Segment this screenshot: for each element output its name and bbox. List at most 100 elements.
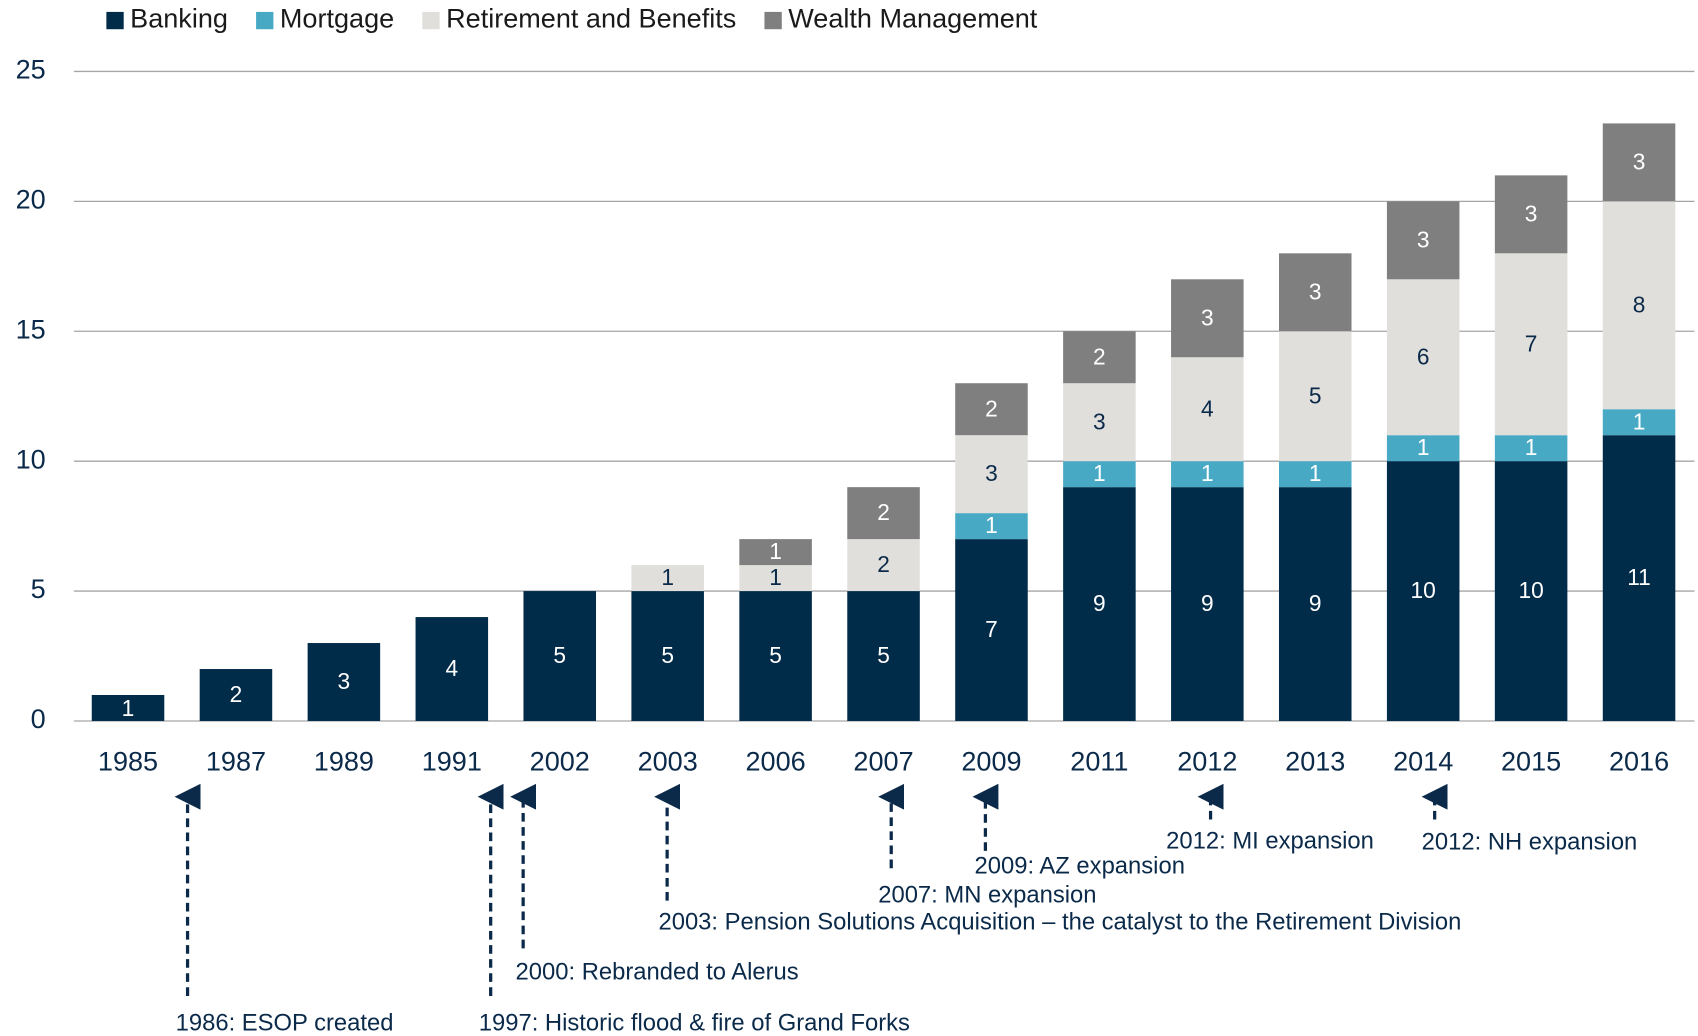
value-label: 2 — [877, 499, 890, 525]
bar-segment — [1063, 331, 1136, 384]
value-label: 9 — [1201, 590, 1214, 616]
bar-segment — [1278, 253, 1352, 332]
value-label: 3 — [1093, 408, 1106, 434]
x-tick-label: 2007 — [853, 746, 913, 776]
bar-segment — [1494, 175, 1568, 254]
value-label: 7 — [1525, 330, 1538, 356]
value-label: 2 — [985, 395, 998, 421]
value-label: 10 — [1518, 577, 1543, 603]
value-label: 2 — [877, 551, 890, 577]
bar-segment — [955, 513, 1028, 540]
value-label: 4 — [445, 655, 458, 681]
bar-segment — [1494, 435, 1568, 462]
bar-segment — [955, 383, 1028, 436]
value-label: 3 — [1201, 304, 1214, 330]
legend-swatch — [106, 11, 124, 30]
bar-segment — [1278, 461, 1352, 488]
legend-swatch — [422, 11, 440, 30]
bar-segment — [847, 487, 920, 540]
x-tick-label: 2015 — [1501, 746, 1561, 776]
x-tick-label: 2003 — [638, 746, 698, 776]
value-label: 3 — [338, 668, 351, 694]
bar-segment — [1278, 331, 1352, 462]
annotation: 2003: Pension Solutions Acquisition – th… — [658, 909, 1461, 936]
bar-segment — [1063, 487, 1136, 721]
bar-segment — [415, 617, 489, 721]
bar-segment — [1386, 461, 1460, 721]
x-tick-label: 2012 — [1177, 746, 1237, 776]
value-label: 11 — [1627, 564, 1651, 590]
bar-segment — [1171, 487, 1244, 721]
bar-segment — [1602, 123, 1676, 202]
value-label: 1 — [985, 512, 998, 538]
annotation: 1986: ESOP created — [176, 1009, 394, 1036]
bar-segment — [1386, 279, 1460, 436]
bar-segment — [1278, 487, 1352, 721]
value-label: 2 — [230, 681, 243, 707]
bar-segment — [91, 694, 165, 721]
value-label: 3 — [1633, 148, 1646, 174]
legend-label: Mortgage — [280, 4, 394, 34]
bar-segment — [1386, 201, 1460, 280]
bar-segment — [955, 539, 1028, 721]
annotation: 1997: Historic flood & fire of Grand For… — [479, 1009, 910, 1036]
y-tick-label: 20 — [16, 184, 46, 214]
value-label: 7 — [985, 616, 998, 642]
value-label: 2 — [1093, 343, 1106, 369]
bar-segment — [1602, 435, 1676, 721]
legend-label: Banking — [130, 4, 228, 34]
value-label: 3 — [1417, 226, 1430, 252]
value-label: 1 — [1309, 460, 1322, 486]
y-tick-label: 15 — [16, 314, 46, 344]
x-tick-label: 1987 — [206, 746, 266, 776]
value-label: 1 — [122, 695, 135, 721]
bar-segment — [739, 539, 812, 566]
y-tick-label: 0 — [31, 704, 46, 734]
bar-segment — [1171, 279, 1244, 358]
x-tick-label: 1989 — [314, 746, 374, 776]
value-label: 8 — [1633, 291, 1646, 317]
value-label: 5 — [877, 642, 890, 668]
x-tick-label: 2002 — [530, 746, 590, 776]
legend-label: Wealth Management — [788, 4, 1038, 34]
bar-segment — [847, 591, 920, 721]
y-tick-label: 10 — [16, 444, 46, 474]
bar-segment — [739, 591, 812, 721]
annotation: 2012: MI expansion — [1166, 828, 1374, 855]
bar-segment — [1494, 461, 1568, 721]
legend-swatch — [764, 11, 782, 30]
x-tick-label: 2009 — [961, 746, 1021, 776]
legend-swatch — [256, 11, 274, 30]
x-tick-label: 2016 — [1609, 746, 1669, 776]
value-label: 3 — [985, 460, 998, 486]
bar-segment — [1602, 201, 1676, 410]
bar-segment — [199, 669, 273, 721]
bar-segment — [523, 591, 597, 721]
bar-segment — [1602, 409, 1676, 436]
value-label: 1 — [1417, 434, 1430, 460]
bar-segment — [307, 643, 381, 721]
legend-label: Retirement and Benefits — [446, 4, 736, 34]
value-label: 5 — [553, 642, 566, 668]
bar-segment — [1171, 461, 1244, 488]
value-label: 9 — [1093, 590, 1106, 616]
x-tick-label: 2013 — [1285, 746, 1345, 776]
value-label: 5 — [1309, 382, 1322, 408]
x-tick-label: 1991 — [422, 746, 482, 776]
value-label: 1 — [769, 538, 782, 564]
value-label: 10 — [1411, 577, 1436, 603]
value-label: 5 — [661, 642, 674, 668]
annotation: 2009: AZ expansion — [975, 852, 1185, 879]
x-tick-label: 2006 — [746, 746, 806, 776]
bar-segment — [631, 591, 704, 721]
value-label: 1 — [1633, 408, 1646, 434]
value-label: 3 — [1525, 200, 1538, 226]
annotation: 2000: Rebranded to Alerus — [516, 959, 799, 986]
bar-segment — [739, 565, 812, 592]
x-tick-label: 2011 — [1070, 746, 1128, 776]
value-label: 5 — [769, 642, 782, 668]
bar-segment — [1386, 435, 1460, 462]
x-tick-label: 2014 — [1393, 746, 1453, 776]
